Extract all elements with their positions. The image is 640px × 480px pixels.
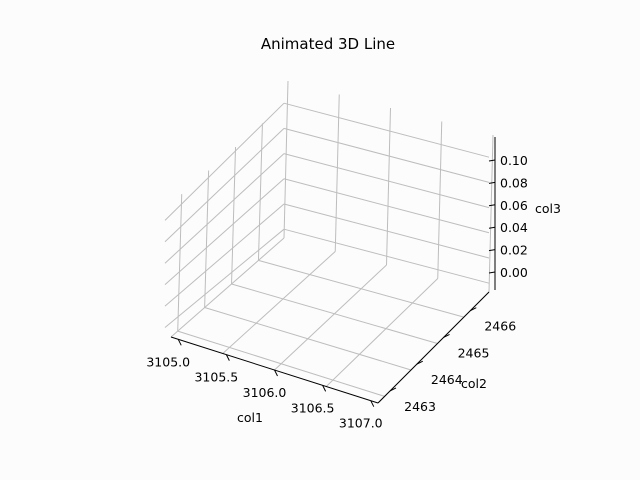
z-tick — [488, 159, 496, 162]
floor-gridline-y — [204, 307, 412, 371]
backwall-gridline-z — [283, 203, 490, 259]
backwall-gridline-x — [283, 80, 289, 239]
x-tick — [322, 385, 327, 392]
x-tick-label: 3105.0 — [146, 354, 190, 369]
x-tick — [274, 369, 278, 377]
z-axis-label: col3 — [535, 201, 561, 216]
sidewall-gridline-y — [231, 146, 237, 284]
backwall-gridline-x — [488, 134, 494, 293]
y-tick-label: 2463 — [404, 399, 436, 414]
z-tick-label: 0.08 — [500, 175, 528, 190]
x-tick — [370, 400, 375, 407]
floor-gridline-x — [274, 264, 387, 371]
z-tick-label: 0.10 — [500, 153, 528, 168]
z-tick — [488, 181, 496, 184]
axis-layer — [170, 137, 496, 404]
x-tick-label: 3107.0 — [339, 416, 383, 431]
z-tick — [488, 249, 496, 252]
z-tick — [488, 204, 496, 207]
backwall-gridline-z — [283, 153, 490, 209]
backwall-gridline-z — [283, 102, 490, 158]
sidewall-gridline-z — [164, 228, 285, 328]
y-tick — [389, 387, 397, 392]
x-axis-label: col1 — [237, 410, 263, 425]
floor-gridline-x — [222, 251, 336, 354]
z-tick — [488, 226, 496, 229]
x-tick — [225, 354, 230, 361]
grid-layer — [164, 80, 494, 404]
sidewall-gridline-z — [164, 153, 285, 264]
z-tick-label: 0.04 — [500, 220, 528, 235]
backwall-gridline-z — [283, 127, 490, 183]
sidewall-gridline-z — [164, 178, 285, 286]
backwall-gridline-z — [283, 178, 490, 234]
backwall-gridline-x — [386, 107, 391, 266]
sidewall-gridline-z — [164, 102, 285, 221]
x-tick-label: 3106.0 — [243, 385, 287, 400]
z-tick-label: 0.00 — [500, 265, 528, 280]
sidewall-gridline-y — [257, 123, 263, 261]
x-tick — [177, 339, 182, 346]
sidewall-gridline-y — [204, 170, 210, 308]
floor-gridline-y — [177, 330, 385, 397]
z-tick — [488, 271, 496, 274]
sidewall-gridline-y — [177, 194, 183, 332]
y-tick — [443, 334, 450, 338]
backwall-gridline-x — [437, 121, 443, 279]
y-tick — [470, 307, 477, 312]
y-tick — [416, 360, 424, 365]
backwall-gridline-x — [334, 94, 340, 252]
y-tick-label: 2465 — [458, 345, 490, 360]
floor-gridline-x — [325, 278, 439, 387]
z-tick-label: 0.02 — [500, 243, 528, 258]
z-tick-label: 0.06 — [500, 198, 528, 213]
x-tick-label: 3106.5 — [291, 400, 335, 415]
y-axis-label: col2 — [461, 376, 487, 391]
sidewall-gridline-z — [164, 128, 285, 243]
floor-gridline-x — [170, 237, 285, 338]
x-tick-label: 3105.5 — [194, 370, 238, 385]
y-tick-label: 2464 — [431, 372, 463, 387]
chart-title: Animated 3D Line — [261, 35, 395, 53]
floor-gridline-y — [258, 259, 465, 318]
y-tick-label: 2466 — [484, 319, 516, 334]
tick-layer: 3105.0 3105.5 3106.0 3106.5 3107.0 2463 2464 24… — [146, 153, 528, 431]
floor-gridline-y — [231, 283, 438, 345]
sidewall-gridline-z — [164, 203, 285, 307]
